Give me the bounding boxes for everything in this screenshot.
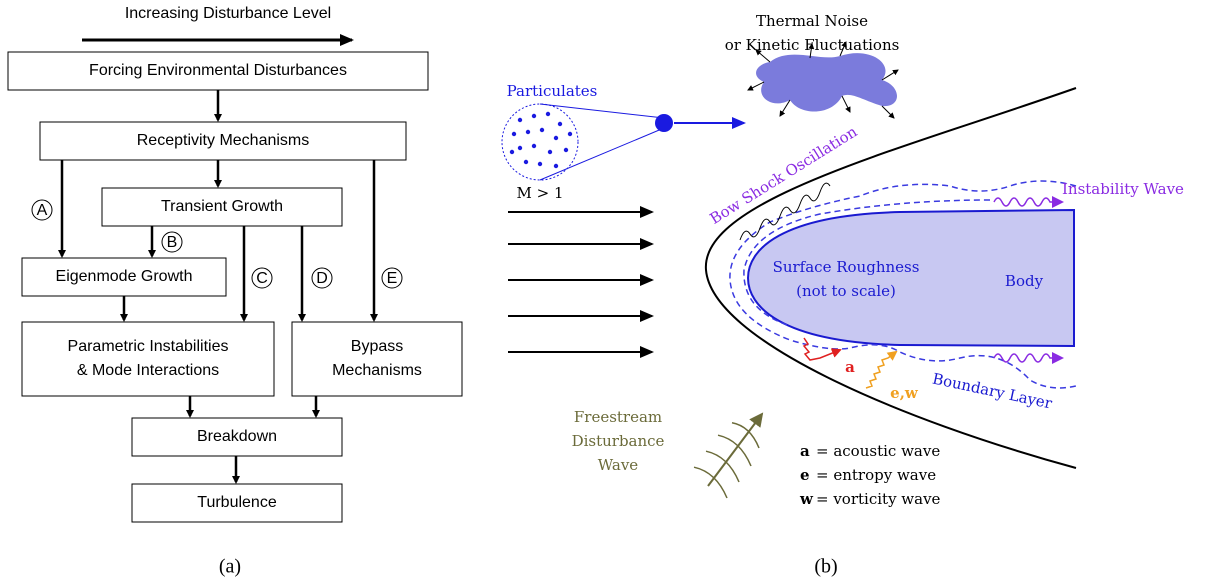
box-label: Breakdown xyxy=(197,428,277,445)
particle xyxy=(512,132,516,136)
instability-label: Instability Wave xyxy=(1062,180,1184,198)
box-label: Parametric Instabilities xyxy=(68,338,229,355)
box-label: Mechanisms xyxy=(332,362,422,379)
flow-box xyxy=(22,322,274,396)
box-label: Bypass xyxy=(351,338,403,355)
particle xyxy=(568,132,572,136)
legend-text: = vorticity wave xyxy=(816,490,941,508)
box-label: & Mode Interactions xyxy=(77,362,219,379)
roughness-label: Surface Roughness xyxy=(773,258,920,276)
bow-shock-label: Bow Shock Oscillation xyxy=(707,122,861,228)
box-label: Turbulence xyxy=(197,494,277,511)
particle xyxy=(540,128,544,132)
path-label: B xyxy=(167,234,178,251)
particle xyxy=(532,144,536,148)
path-label: D xyxy=(316,270,328,287)
fluctuation-arrow xyxy=(842,96,850,112)
particle xyxy=(564,148,568,152)
instability-wave xyxy=(994,198,1062,206)
legend-text: = acoustic wave xyxy=(816,442,940,460)
particle xyxy=(554,136,558,140)
box-label: Receptivity Mechanisms xyxy=(137,132,310,149)
legend-symbol: a xyxy=(800,442,810,460)
box-label: Transient Growth xyxy=(161,198,283,215)
particle xyxy=(558,122,562,126)
entropy-vorticity-wave xyxy=(866,352,896,388)
thermal-label: Thermal Noise xyxy=(756,12,868,30)
particle-large xyxy=(655,114,673,132)
particle xyxy=(524,160,528,164)
mach-label: M > 1 xyxy=(516,184,563,202)
legend-symbol: e xyxy=(800,466,810,484)
freestream-label: Freestream xyxy=(574,408,662,426)
particle xyxy=(510,150,514,154)
freestream-label: Wave xyxy=(598,456,639,474)
fluctuation-arrow xyxy=(882,106,894,118)
freestream-label: Disturbance xyxy=(572,432,665,450)
thermal-blob xyxy=(756,53,897,111)
particle xyxy=(548,150,552,154)
thermal-label: or Kinetic Fluctuations xyxy=(725,36,900,54)
wave-a-label: a xyxy=(845,358,855,376)
instability-wave xyxy=(994,354,1062,362)
particle xyxy=(546,112,550,116)
path-label: A xyxy=(37,202,48,219)
zoom-line xyxy=(540,128,664,180)
particle xyxy=(518,146,522,150)
box-label: Forcing Environmental Disturbances xyxy=(89,62,347,79)
wave-ew-label: e,w xyxy=(890,384,919,402)
caption: (b) xyxy=(814,556,837,578)
box-label: Eigenmode Growth xyxy=(56,268,193,285)
zoom-line xyxy=(540,104,664,118)
figure: Increasing Disturbance Level Forcing Envi… xyxy=(0,0,1216,584)
flow-box xyxy=(292,322,462,396)
particle xyxy=(518,118,522,122)
particle xyxy=(532,114,536,118)
roughness-label: (not to scale) xyxy=(796,282,896,300)
caption: (a) xyxy=(219,556,241,578)
path-label: C xyxy=(256,270,268,287)
particle xyxy=(526,130,530,134)
particle xyxy=(554,164,558,168)
body-label: Body xyxy=(1005,272,1044,290)
legend-text: = entropy wave xyxy=(816,466,936,484)
boundary-layer-label: Boundary Layer xyxy=(931,370,1055,413)
legend-symbol: w xyxy=(799,490,814,508)
header-label: Increasing Disturbance Level xyxy=(125,5,331,22)
path-label: E xyxy=(387,270,398,287)
particulates-label: Particulates xyxy=(507,82,598,100)
particle xyxy=(538,162,542,166)
